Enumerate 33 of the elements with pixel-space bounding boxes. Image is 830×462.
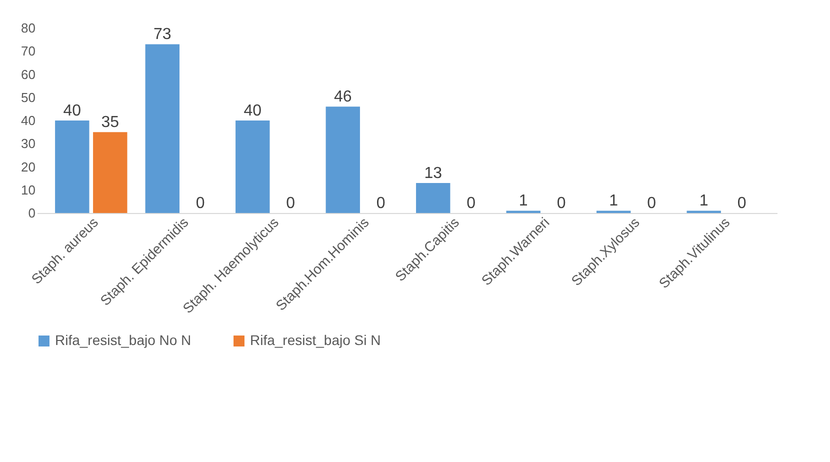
data-label: 0: [376, 195, 386, 212]
bar: [93, 132, 128, 213]
bar: [236, 120, 270, 213]
data-label: 0: [647, 195, 656, 212]
data-label: 1: [518, 192, 528, 210]
data-label: 46: [334, 88, 352, 106]
y-tick-label: 50: [21, 90, 36, 105]
data-label: 13: [424, 164, 442, 182]
bar: [326, 106, 360, 213]
data-label: 0: [556, 195, 566, 212]
y-tick-label: 40: [21, 113, 36, 128]
data-label: 35: [101, 114, 120, 132]
legend-label: Rifa_resist_bajo Si N: [250, 332, 381, 348]
data-label: 73: [153, 26, 172, 44]
legend-label: Rifa_resist_bajo No N: [55, 332, 192, 348]
bar: [416, 182, 450, 213]
data-label: 0: [286, 195, 296, 212]
y-tick-label: 0: [28, 206, 36, 220]
y-tick-label: 60: [21, 66, 36, 82]
bar: [55, 120, 90, 213]
y-tick-label: 20: [21, 159, 36, 174]
data-label: 0: [737, 195, 746, 212]
bar: [145, 44, 180, 213]
data-label: 0: [466, 195, 476, 212]
y-tick-label: 70: [21, 44, 36, 59]
data-label: 1: [699, 192, 708, 210]
data-label: 0: [196, 195, 205, 212]
data-label: 40: [244, 102, 262, 120]
y-tick-label: 80: [21, 20, 36, 36]
y-tick-label: 30: [21, 136, 36, 152]
y-tick-label: 10: [21, 182, 36, 198]
data-label: 1: [609, 192, 618, 210]
data-label: 40: [63, 102, 82, 120]
